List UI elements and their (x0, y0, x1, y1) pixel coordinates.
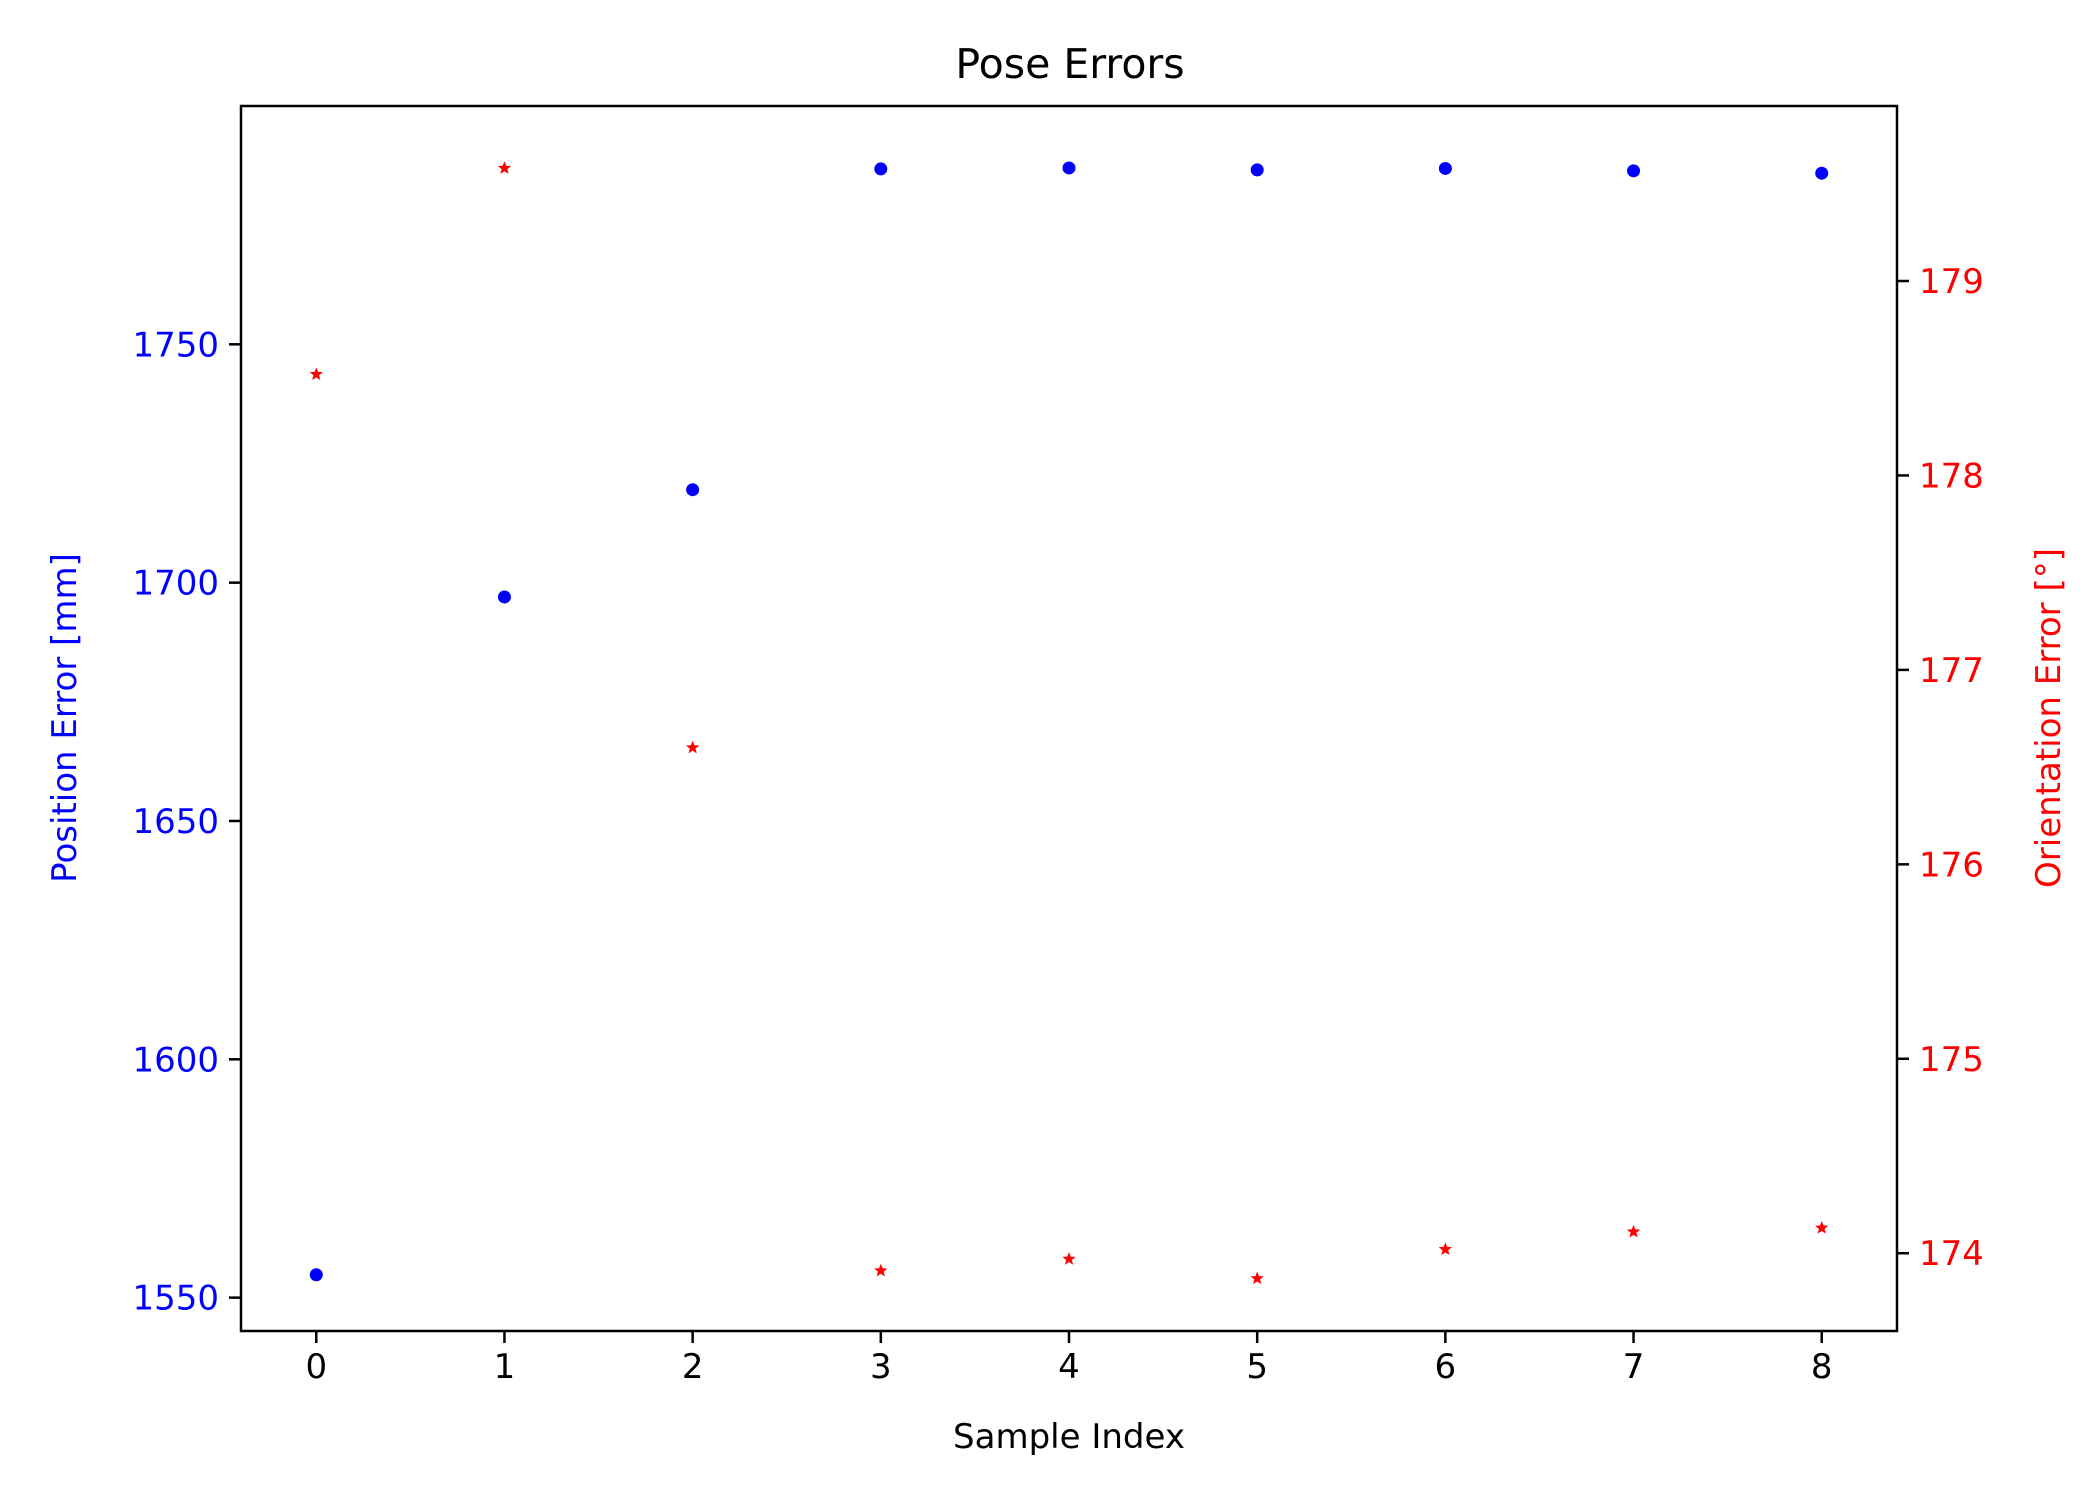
x-tick-label: 4 (1058, 1347, 1080, 1387)
x-tick-label: 2 (682, 1347, 704, 1387)
y2-tick-label: 176 (1919, 845, 1984, 885)
y2-tick-label: 175 (1919, 1040, 1984, 1080)
orientation-error-point (1815, 1220, 1829, 1234)
orientation-error-point (1438, 1242, 1453, 1255)
x-tick-label: 3 (870, 1347, 892, 1387)
orientation-error-point (1062, 1252, 1076, 1265)
y-tick-label: 1700 (132, 564, 219, 604)
x-tick-label: 5 (1246, 1347, 1268, 1387)
position-error-point (1250, 163, 1264, 177)
plot-frame (239, 104, 1899, 1333)
orientation-error-point (309, 367, 323, 380)
position-error-point (874, 162, 888, 176)
orientation-error-point (1626, 1224, 1641, 1238)
plot-area (239, 104, 1899, 1333)
chart-title: Pose Errors (955, 40, 1184, 88)
y-axis-label: Position Error [mm] (45, 553, 85, 883)
x-tick-label: 0 (305, 1347, 327, 1387)
position-error-point (309, 1268, 323, 1282)
position-error-series (309, 161, 1829, 1282)
y-tick-label: 1650 (132, 802, 219, 842)
y2-axis-label: Orientation Error [°] (2029, 548, 2069, 888)
orientation-error-point (874, 1263, 888, 1277)
orientation-error-point (685, 740, 700, 754)
y2-tick-label: 177 (1919, 651, 1984, 691)
position-error-point (1627, 164, 1641, 178)
orientation-error-point (497, 161, 512, 174)
x-tick-label: 1 (494, 1347, 516, 1387)
y-tick-label: 1600 (132, 1040, 219, 1080)
y-tick-label: 1750 (132, 325, 219, 365)
position-error-point (686, 483, 700, 497)
orientation-error-point (1250, 1271, 1264, 1285)
position-error-point (1438, 161, 1452, 175)
x-axis-label: Sample Index (953, 1417, 1185, 1457)
position-error-point (497, 590, 511, 604)
y2-tick-label: 178 (1919, 456, 1984, 496)
position-error-point (1815, 166, 1829, 180)
y-tick-label: 1550 (132, 1279, 219, 1319)
x-axis-ticks: 0 1 2 3 4 5 6 7 8 (305, 1331, 1833, 1387)
x-tick-label: 6 (1435, 1347, 1457, 1387)
y2-tick-label: 174 (1919, 1234, 1984, 1274)
position-error-point (1062, 161, 1076, 175)
x-tick-label: 7 (1623, 1347, 1645, 1387)
orientation-error-series (309, 161, 1829, 1285)
y2-axis-ticks: 174 175 176 177 178 179 (1897, 262, 1984, 1274)
y2-tick-label: 179 (1919, 262, 1984, 302)
y-axis-ticks: 1550 1600 1650 1700 1750 (132, 325, 241, 1319)
x-tick-label: 8 (1811, 1347, 1833, 1387)
